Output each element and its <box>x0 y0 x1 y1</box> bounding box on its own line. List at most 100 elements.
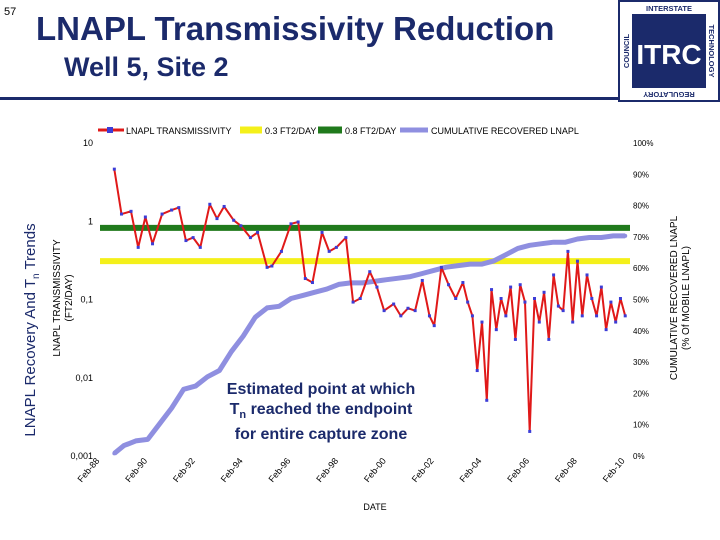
cumulative-point <box>444 265 449 270</box>
legend-label-transmissivity: LNAPL TRANSMISSIVITY <box>126 126 232 136</box>
page-title: LNAPL Transmissivity Reduction <box>36 10 555 47</box>
x-tick-label: Feb-00 <box>362 456 388 484</box>
legend-label-08: 0.8 FT2/DAY <box>345 126 396 136</box>
cumulative-point <box>432 268 437 273</box>
x-tick-label: Feb-90 <box>123 456 149 484</box>
transmissivity-point <box>490 288 494 292</box>
transmissivity-point <box>296 220 300 224</box>
transmissivity-point <box>494 328 498 332</box>
cumulative-point <box>515 246 520 251</box>
right-axis-title-line2: (% Of MOBILE LNAPL) <box>681 246 692 350</box>
transmissivity-point <box>590 297 594 300</box>
transmissivity-point <box>344 236 348 240</box>
transmissivity-point <box>571 320 575 324</box>
transmissivity-point <box>552 273 556 277</box>
cumulative-point <box>527 243 532 248</box>
transmissivity-point <box>609 300 613 304</box>
transmissivity-point <box>239 224 243 228</box>
transmissivity-point <box>184 239 188 243</box>
cumulative-point <box>360 280 365 285</box>
right-tick-label: 70% <box>633 233 649 242</box>
right-axis-title-line1: CUMULATIVE RECOVERED LNAPL <box>669 215 680 380</box>
annotation-n: n <box>239 409 247 422</box>
transmissivity-point <box>447 283 451 287</box>
cumulative-point <box>611 233 616 238</box>
cumulative-point <box>241 334 246 339</box>
cumulative-point <box>205 374 210 379</box>
cumulative-point <box>324 287 329 292</box>
cumulative-point <box>623 233 628 238</box>
transmissivity-point <box>533 297 537 300</box>
right-tick-label: 80% <box>633 202 649 211</box>
right-tick-label: 60% <box>633 264 649 273</box>
legend-marker-transmissivity <box>107 127 113 133</box>
cumulative-point <box>265 305 270 310</box>
transmissivity-point <box>265 265 269 269</box>
right-tick-label: 0% <box>633 452 645 461</box>
cumulative-point <box>587 235 592 240</box>
cumulative-point <box>217 368 222 373</box>
transmissivity-point <box>112 167 116 171</box>
transmissivity-point <box>136 245 140 249</box>
transmissivity-point <box>580 314 584 318</box>
slide-number: 57 <box>4 6 17 18</box>
transmissivity-point <box>542 290 546 294</box>
logo-top-text: INTERSTATE <box>646 4 692 13</box>
cumulative-point <box>253 315 258 320</box>
legend: LNAPL TRANSMISSIVITY 0.3 FT2/DAY 0.8 FT2… <box>98 126 579 136</box>
cumulative-point <box>479 262 484 267</box>
transmissivity-point <box>427 314 431 318</box>
cumulative-point <box>575 237 580 242</box>
transmissivity-point <box>485 398 489 402</box>
transmissivity-point <box>368 270 372 274</box>
x-tick-label: Feb-06 <box>505 456 531 484</box>
annotation-line2: Tn reached the endpoint <box>206 400 436 425</box>
cumulative-point <box>277 304 282 309</box>
transmissivity-point <box>523 300 527 304</box>
transmissivity-point <box>222 204 226 208</box>
left-axis-title-line1: LNAPL TRANSMISSIVITY <box>52 239 63 357</box>
cumulative-point <box>408 274 413 279</box>
transmissivity-point <box>215 217 219 221</box>
transmissivity-point <box>618 297 622 300</box>
cumulative-point <box>563 240 568 245</box>
annotation: Estimated point at which Tn reached the … <box>206 380 436 445</box>
right-tick-label: 40% <box>633 327 649 336</box>
left-tick-label: 10 <box>83 138 93 148</box>
transmissivity-point <box>406 306 410 310</box>
transmissivity-point <box>303 277 307 281</box>
annotation-line3: for entire capture zone <box>234 426 408 444</box>
transmissivity-point <box>270 264 274 268</box>
transmissivity-point <box>585 273 589 277</box>
transmissivity-point <box>599 285 603 289</box>
right-tick-label: 50% <box>633 296 649 305</box>
cumulative-point <box>503 252 508 257</box>
transmissivity-point <box>151 242 155 246</box>
transmissivity-point <box>129 209 133 213</box>
x-axis-title: DATE <box>363 502 386 512</box>
transmissivity-point <box>143 215 147 219</box>
transmissivity-point <box>177 206 181 210</box>
cumulative-point <box>133 438 138 443</box>
cumulative-point <box>121 443 126 448</box>
left-tick-label: 0,1 <box>80 295 93 305</box>
transmissivity-point <box>504 314 508 318</box>
logo-bottom-text: REGULATORY <box>643 90 695 99</box>
transmissivity-point <box>289 222 293 226</box>
title-divider <box>0 97 618 100</box>
transmissivity-point <box>470 314 474 318</box>
transmissivity-point <box>575 259 579 263</box>
itrc-logo: INTERSTATE REGULATORY COUNCIL TECHNOLOGY… <box>618 0 720 102</box>
transmissivity-point <box>566 249 570 253</box>
transmissivity-point <box>604 328 608 332</box>
transmissivity-point <box>232 218 236 222</box>
x-tick-label: Feb-10 <box>601 456 627 484</box>
page-subtitle: Well 5, Site 2 <box>64 52 229 82</box>
annotation-line1: Estimated point at which <box>226 381 416 398</box>
cumulative-point <box>193 384 198 389</box>
cumulative-point <box>300 293 305 298</box>
right-tick-label: 20% <box>633 389 649 398</box>
cumulative-point <box>112 451 117 456</box>
transmissivity-point <box>499 297 503 300</box>
